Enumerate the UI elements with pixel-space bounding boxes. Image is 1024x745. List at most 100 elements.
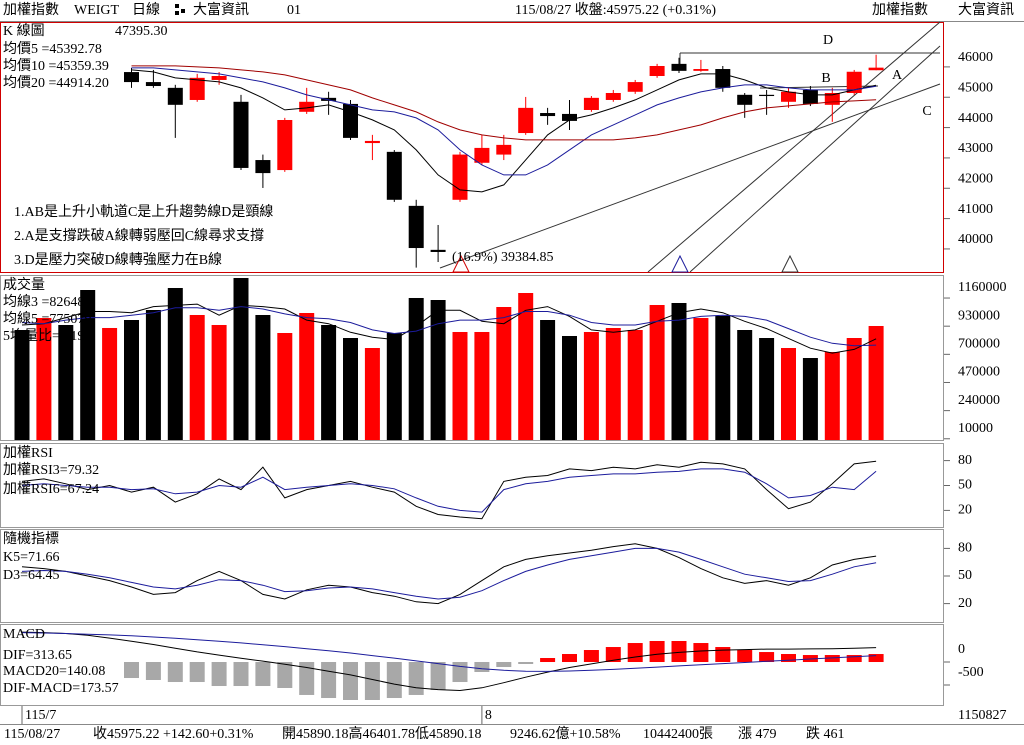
bar — [759, 652, 775, 663]
bar — [102, 327, 118, 440]
candle-body — [846, 71, 862, 93]
footer-item: 115/08/27 — [4, 727, 60, 742]
triangle-marker — [452, 254, 470, 273]
bar — [693, 317, 709, 440]
y-tick-label: 80 — [958, 541, 972, 556]
bar — [802, 358, 818, 440]
series-line — [21, 632, 877, 672]
candle-body — [715, 69, 731, 88]
bar — [408, 662, 424, 695]
low-price-label: (16.9%) 39384.85 — [452, 250, 554, 265]
rsi-panel-frame — [0, 443, 944, 528]
y-tick-label: 240000 — [958, 393, 1000, 408]
y-tick-label: 40000 — [958, 232, 993, 247]
y-tick-label: 46000 — [958, 50, 993, 65]
bar — [627, 329, 643, 440]
bar — [211, 324, 227, 440]
candle-body — [189, 77, 205, 100]
series-line — [21, 543, 877, 605]
bar — [781, 348, 796, 440]
annotation: D — [823, 33, 833, 48]
bar — [737, 329, 753, 440]
bar — [649, 641, 665, 663]
bar — [693, 643, 709, 663]
bar — [189, 662, 205, 683]
candle-body — [671, 63, 687, 71]
bar — [299, 312, 315, 440]
bar — [255, 314, 271, 440]
x-tick-label: 8 — [485, 708, 492, 723]
bar — [145, 309, 161, 440]
bar — [14, 329, 30, 440]
legend-entry: 加權RSI3=79.32 — [3, 462, 99, 478]
bar — [649, 304, 665, 440]
candle-body — [737, 94, 753, 105]
bar — [58, 324, 74, 440]
y-tick-label: 10000 — [958, 421, 993, 436]
series-line — [21, 303, 877, 354]
note: 1.AB是上升小軌道C是上升趨勢線D是頸線 — [14, 204, 273, 220]
bar — [781, 654, 796, 663]
triangle-marker — [671, 254, 689, 273]
bar — [824, 352, 840, 440]
trend-line — [439, 83, 941, 269]
legend-entry: K5=71.66 — [3, 550, 60, 565]
header-quote: 115/08/27 收盤:45975.22 (+0.31%) — [515, 2, 716, 18]
markers — [452, 254, 799, 273]
bar — [408, 297, 424, 440]
candle-body — [167, 87, 183, 105]
footer-item: 9246.62億+10.58% — [510, 726, 621, 742]
panel-title: 成交量 — [3, 276, 45, 293]
bar — [430, 300, 446, 440]
bar — [846, 655, 862, 663]
candle-body — [233, 101, 249, 168]
series-line — [21, 547, 877, 600]
candle-body — [452, 154, 468, 200]
bar — [430, 662, 446, 691]
bar — [255, 662, 271, 687]
bar — [518, 292, 534, 440]
bar — [715, 647, 731, 663]
candle-body — [343, 103, 358, 138]
bar — [364, 348, 380, 440]
y-tick-label: 930000 — [958, 308, 1000, 323]
panel-title: 隨機指標 — [3, 531, 59, 547]
y-tick-label: 470000 — [958, 365, 1000, 380]
candle-body — [802, 89, 818, 104]
legend-entry: DIF-MACD=173.57 — [3, 681, 119, 696]
bar — [124, 319, 139, 440]
annotation: C — [922, 104, 931, 119]
candle-body — [474, 147, 490, 163]
footer-item: 跌 461 — [806, 726, 845, 742]
bar — [627, 643, 643, 663]
candle-body — [649, 65, 665, 77]
bar — [496, 662, 512, 668]
legend-entry: MACD20=140.08 — [3, 664, 105, 679]
bar — [540, 658, 556, 663]
y-tick-label: 45000 — [958, 80, 993, 95]
footer-item: 收45975.22 +142.60+0.31% — [93, 726, 254, 742]
bar — [824, 655, 840, 663]
series-line — [131, 65, 877, 141]
bar — [36, 317, 52, 440]
macd-panel-frame — [0, 624, 944, 706]
bar — [605, 647, 621, 663]
candle-body — [627, 82, 643, 92]
bar — [321, 324, 337, 440]
panel-title: K 線圖 — [3, 23, 45, 39]
candle-body — [364, 140, 380, 144]
candle-body — [124, 72, 139, 83]
candle-body — [693, 69, 709, 71]
legend-entry: DIF=313.65 — [3, 648, 72, 663]
bar — [671, 641, 687, 663]
candle-body — [408, 205, 424, 249]
y-tick-label: 20 — [958, 503, 972, 518]
top-price-label: 47395.30 — [115, 24, 168, 39]
bar — [277, 332, 293, 440]
footer-item: 開45890.18高46401.78低45890.18 — [282, 725, 482, 742]
bar — [737, 650, 753, 663]
legend-entry: 均價20 =44914.20 — [3, 74, 109, 91]
bar — [80, 290, 96, 440]
note: 2.A是支撐跌破A線轉弱壓回C線尋求支撐 — [14, 228, 264, 244]
